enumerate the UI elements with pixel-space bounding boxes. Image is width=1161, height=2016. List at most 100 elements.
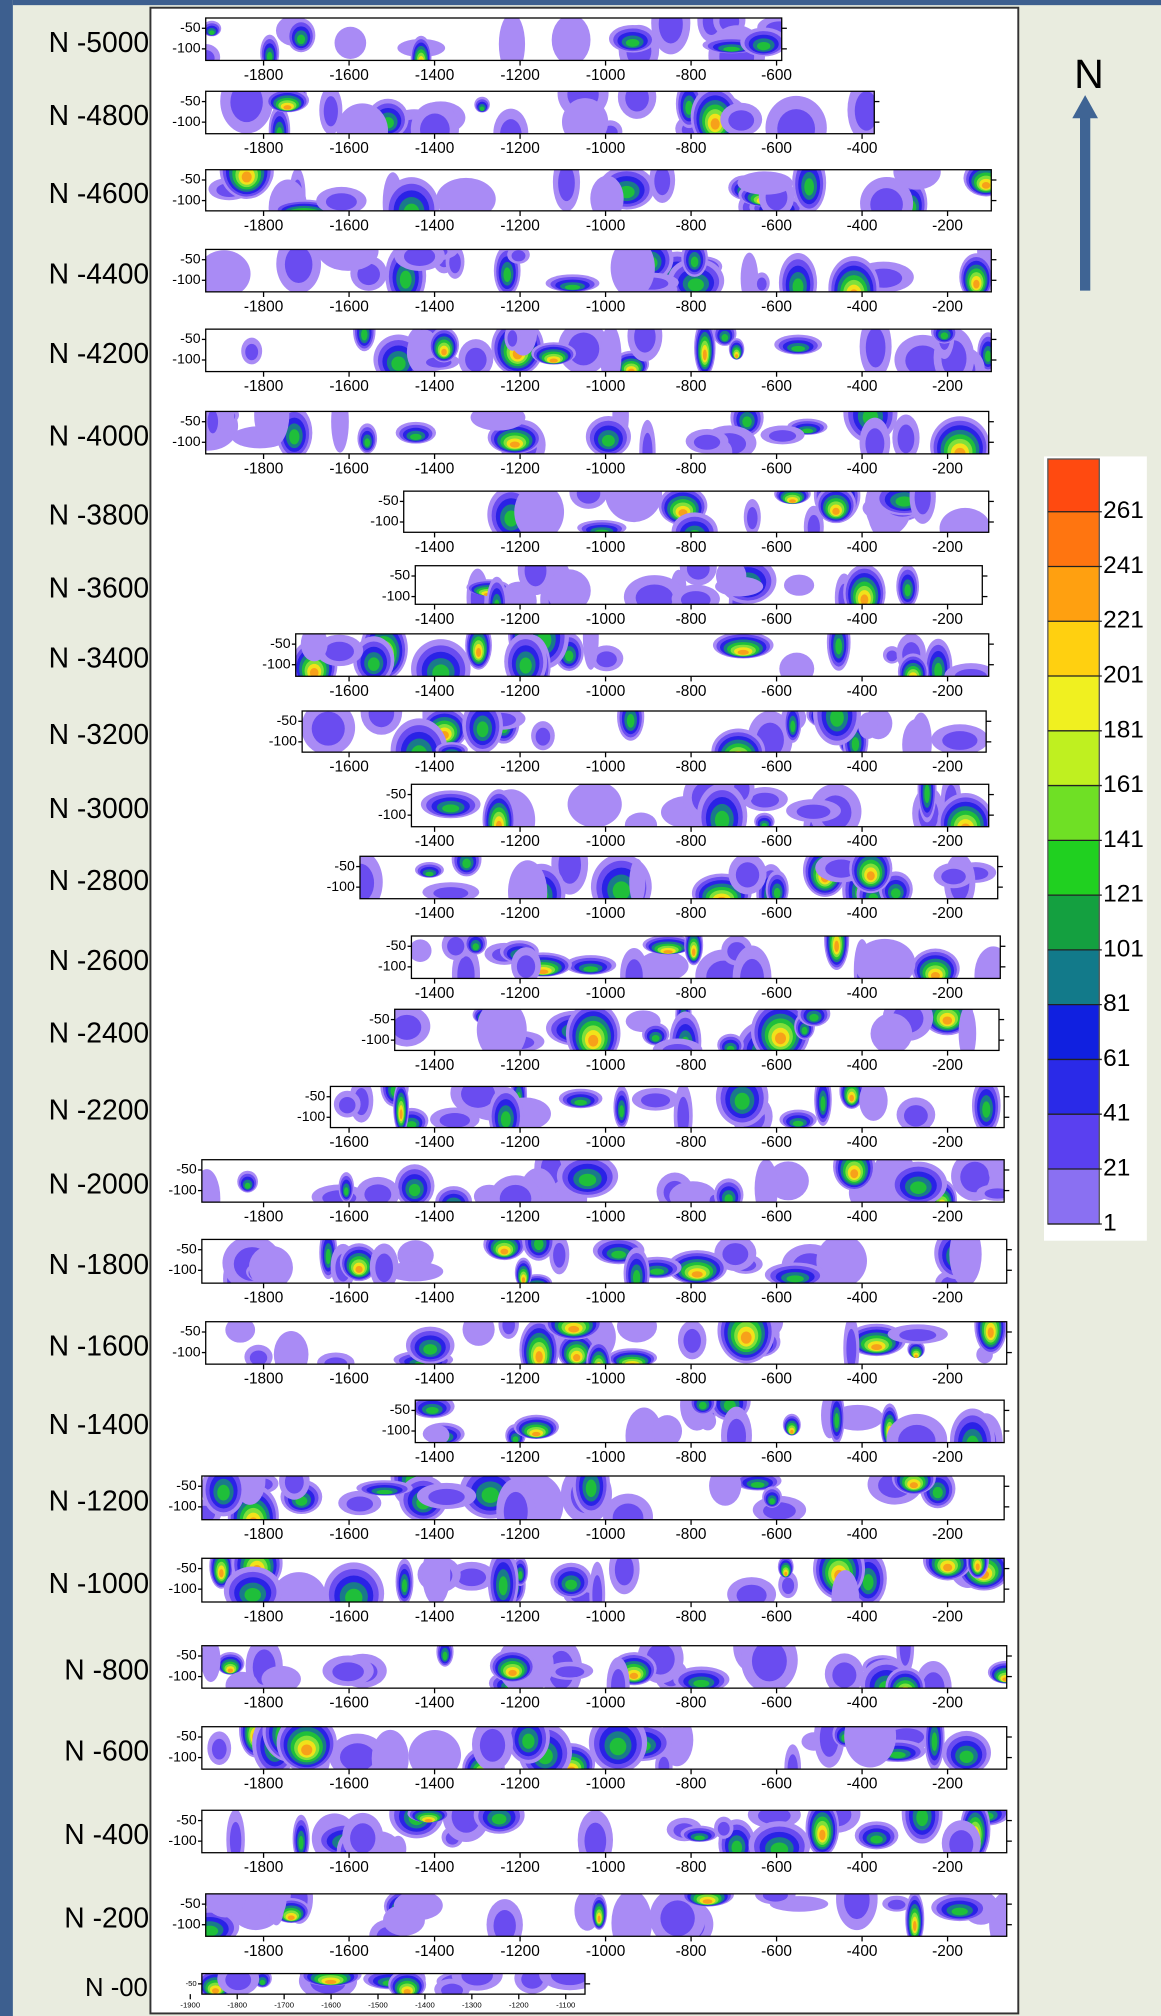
contour-blob [241,171,252,183]
strip: N -1800 -50 -100 -1800 -1600 -1400 -1200 -1000 -… [49,1238,1012,1307]
y-tick-label: -100 [262,655,290,671]
contour-blob [957,819,974,827]
x-tick-label: -200 [932,1449,963,1466]
x-tick-label: -1200 [500,539,539,556]
contour-blob [324,641,354,662]
contour-blob [564,650,574,662]
contour-blob [726,1045,735,1051]
x-tick-label: -400 [847,1609,878,1626]
y-tick-label: -50 [176,1559,197,1575]
x-tick-label: -1400 [415,1943,454,1960]
strip-label: N -1800 [49,1248,150,1280]
x-tick-label: -200 [932,1609,963,1626]
x-tick-label: -1700 [274,2001,294,2010]
x-tick-label: -600 [761,1776,792,1793]
x-tick-label: -1600 [329,1695,368,1712]
y-tick-label: -100 [378,806,406,822]
y-tick-label: -100 [378,958,406,974]
contour-blob [512,1436,519,1443]
colorbar-band [1047,1059,1100,1115]
contour-blob [777,109,816,134]
contour-blob [686,565,710,580]
y-tick-label: -100 [172,433,200,449]
colorbar-label: 181 [1103,716,1144,743]
contour-blob [844,1893,870,1920]
contour-blob [500,1248,509,1255]
contour-blob [568,1325,580,1333]
strip: N -2200 -50 -100-1600 -1400 -1200 -1000 -800 -6… [49,1085,1010,1151]
contour-blob [573,1354,581,1362]
x-tick-label: -1600 [329,759,368,776]
contour-blob [284,249,313,284]
contour-blob [361,329,368,341]
contour-blob [899,1645,911,1666]
contour-blob [578,1173,597,1187]
x-tick-label: -1600 [329,1859,368,1876]
contour-blob [426,1425,450,1443]
x-tick-label: -400 [847,1776,878,1793]
contour-field [201,1476,956,1520]
contour-blob [300,633,328,662]
strip-label: N -1200 [49,1484,150,1516]
x-tick-label: -1000 [586,1526,625,1543]
contour-blob [958,1009,977,1051]
contour-blob [870,188,903,211]
contour-blob [975,1563,980,1571]
x-tick-label: -1200 [500,460,539,477]
contour-blob [792,1120,804,1127]
x-tick-label: -800 [676,1609,707,1626]
contour-field [241,329,992,372]
contour-blob [205,50,215,61]
y-tick-label: -50 [369,1010,390,1026]
x-tick-label: -600 [761,1134,792,1151]
x-tick-label: -1200 [500,1371,539,1388]
contour-blob [908,672,918,677]
contour-blob [511,250,526,262]
y-tick-label: -50 [180,171,201,187]
contour-blob [516,955,536,978]
contour-field [207,1726,991,1770]
y-tick-label: -50 [180,412,201,428]
colorbar-band [1047,1004,1100,1060]
x-tick-label: -1900 [180,2001,200,2010]
x-tick-label: -800 [676,1134,707,1151]
x-tick-label: -800 [676,1695,707,1712]
x-tick-label: -1800 [244,460,283,477]
x-tick-label: -1000 [586,1609,625,1626]
strip-frame [201,1557,1005,1603]
x-tick-label: -400 [847,140,878,157]
contour-blob [773,887,781,899]
x-tick-label: -1600 [329,378,368,395]
contour-blob [930,972,940,979]
contour-blob [403,1988,411,1995]
contour-blob [895,496,913,507]
contour-blob [715,576,764,597]
contour-blob [949,1239,982,1284]
contour-blob [444,749,460,753]
contour-blob [521,1277,526,1283]
contour-blob [360,863,375,899]
contour-blob [750,792,780,808]
contour-blob [974,946,1001,979]
contour-blob [470,411,526,431]
colorbar-label: 101 [1103,935,1144,962]
x-tick-label: -1400 [415,985,454,1002]
contour-blob [418,56,425,61]
y-tick-label: -100 [168,1261,196,1277]
contour-blob [807,514,820,533]
x-tick-label: -1800 [227,2001,247,2010]
x-tick-label: -200 [932,1695,963,1712]
x-tick-label: -1200 [500,683,539,700]
strip: N -1400 -50 -100 -1400 -1200 -1000 -800 -600 -40… [49,1399,1010,1466]
contour-blob [461,1973,493,1986]
contour-blob [441,1983,464,1995]
contour-blob [411,939,432,963]
contour-blob [834,940,839,953]
x-tick-label: -200 [932,1371,963,1388]
contour-blob [903,1105,928,1127]
contour-blob [287,1915,295,1921]
x-tick-label: -1600 [329,1371,368,1388]
x-tick-label: -1000 [586,539,625,556]
x-tick-label: -1400 [415,905,454,922]
contour-blob [462,1321,495,1346]
